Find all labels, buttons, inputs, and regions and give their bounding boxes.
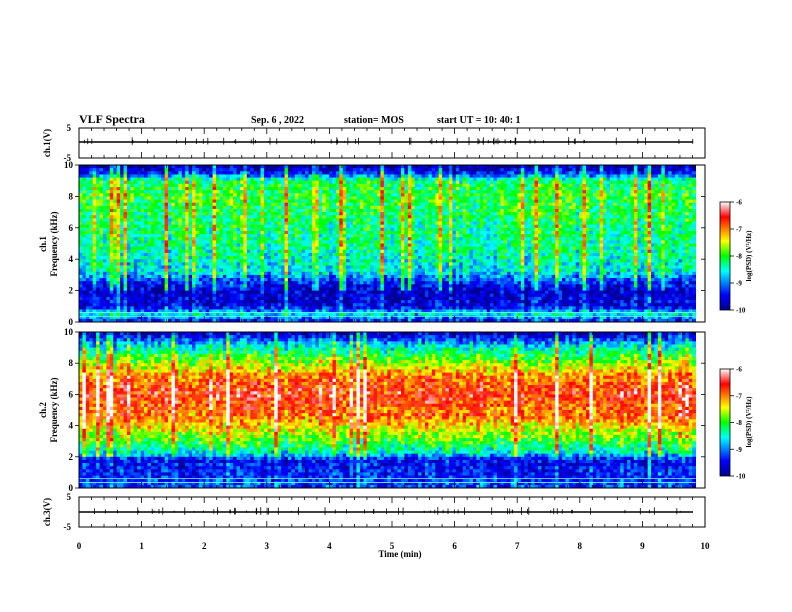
chart-title: VLF Spectra	[79, 112, 145, 126]
spec2-ytick-label: 8	[69, 358, 74, 368]
spec1-ytick-label: 2	[69, 286, 74, 296]
ch1-ylabel: ch.1(V)	[42, 129, 52, 157]
spec2-ytick-label: 2	[69, 452, 74, 462]
cb2-tick-label: -6	[736, 366, 742, 374]
cb2-tick-label: -9	[736, 446, 742, 454]
spec2-ytick-label: 6	[69, 389, 74, 399]
ch3-ylabel: ch.3(V)	[42, 498, 52, 526]
start-time-label: start UT = 10: 40: 1	[437, 115, 521, 126]
ch1-spec-ylabel-channel: ch.1	[38, 236, 48, 252]
ch1-spectrogram-panel: 0 2 4 6 8 10 ch.1 Frequency (kHz)	[38, 160, 706, 327]
x-axis-label: Time (min)	[378, 549, 421, 559]
ch1-voltage-panel: 5 -5 ch.1(V)	[42, 123, 706, 163]
cb1-tick-label: -7	[736, 226, 742, 234]
x-tick-label: 9	[640, 541, 645, 551]
x-tick-label: 10	[701, 541, 711, 551]
x-tick-label: 7	[515, 541, 520, 551]
ch1-spec-ylabel: Frequency (kHz)	[49, 211, 59, 276]
spec1-ytick-label: 6	[69, 223, 74, 233]
ch1-colorbar-label: log(PSD) (V²/Hz)	[745, 230, 753, 282]
ch1-colorbar: -6 -7 -8 -9 -10 log(PSD) (V²/Hz)	[719, 199, 753, 315]
cb2-tick-label: -7	[736, 392, 742, 400]
spec2-ytick-label: 10	[64, 327, 74, 337]
spec1-ytick-label: 4	[69, 254, 74, 264]
x-tick-label: 5	[390, 541, 395, 551]
x-tick-label: 8	[578, 541, 583, 551]
cb2-tick-label: -10	[736, 473, 746, 481]
spec1-ytick-label: 0	[69, 317, 74, 327]
ch1-ytick-bottom: -5	[64, 153, 72, 163]
ch1-ytick-top: 5	[67, 123, 72, 133]
ch3-voltage-panel: 5 -5 ch.3(V)	[42, 492, 706, 532]
spec1-cell	[79, 165, 83, 169]
cb1-tick-label: -10	[736, 307, 746, 315]
ch2-colorbar: -6 -7 -8 -9 -10 log(PSD) (V²/Hz)	[719, 366, 753, 481]
ch2-spectrogram-panel: 0 2 4 6 8 10 ch.2 Frequency (kHz)	[38, 327, 706, 493]
x-tick-label: 1	[139, 541, 144, 551]
ch3-ytick-top: 5	[67, 492, 72, 502]
spec1-ytick-label: 10	[64, 160, 74, 170]
spec2-ytick-label: 0	[69, 483, 74, 493]
cb2-tick-label: -8	[736, 419, 742, 427]
x-tick-label: 4	[327, 541, 332, 551]
station-label: station= MOS	[344, 115, 404, 126]
spec1-ytick-label: 8	[69, 191, 74, 201]
cb1-tick-label: -8	[736, 253, 742, 261]
ch2-colorbar-label: log(PSD) (V²/Hz)	[745, 396, 753, 448]
ch2-spec-ylabel-channel: ch.2	[38, 402, 48, 418]
x-tick-label: 3	[265, 541, 270, 551]
x-tick-label: 2	[202, 541, 207, 551]
cb1-tick-label: -6	[736, 199, 742, 207]
ch3-ytick-bottom: -5	[64, 522, 72, 532]
x-tick-label: 6	[452, 541, 457, 551]
date-label: Sep. 6 , 2022	[251, 115, 304, 126]
spec2-ytick-label: 4	[69, 421, 74, 431]
spec2-cell	[79, 332, 83, 336]
ch2-spec-ylabel: Frequency (kHz)	[49, 377, 59, 442]
x-tick-label: 0	[77, 541, 82, 551]
cb1-tick-label: -9	[736, 280, 742, 288]
